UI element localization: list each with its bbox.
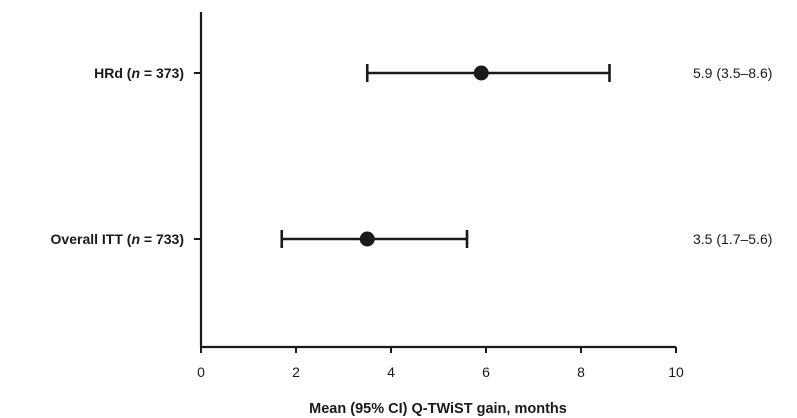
x-tick-label: 2 — [292, 364, 300, 380]
forest-row: HRd (n = 373) 5.9 (3.5–8.6) — [94, 64, 772, 82]
row-label-prefix: Overall ITT ( — [51, 231, 132, 247]
row-label-prefix: HRd ( — [94, 65, 132, 81]
x-tick-label: 4 — [387, 364, 395, 380]
row-label-suffix: = 373) — [140, 65, 184, 81]
x-axis-title: Mean (95% CI) Q-TWiST gain, months — [309, 401, 567, 417]
row-label-n: n — [131, 65, 140, 81]
row-label-n: n — [131, 231, 140, 247]
mean-point — [473, 65, 489, 81]
x-tick-label: 6 — [482, 364, 490, 380]
x-tick-label: 10 — [668, 364, 684, 380]
forest-row: Overall ITT (n = 733) 3.5 (1.7–5.6) — [51, 230, 772, 248]
mean-point — [359, 231, 375, 247]
x-tick-label: 8 — [577, 364, 585, 380]
forest-rows: HRd (n = 373) 5.9 (3.5–8.6)Overall ITT (n… — [51, 64, 772, 248]
row-label: HRd (n = 373) — [94, 65, 184, 81]
x-axis-ticks: 0 2 4 6 8 10 — [197, 347, 684, 380]
row-annotation: 5.9 (3.5–8.6) — [693, 65, 772, 81]
row-label-suffix: = 733) — [140, 231, 184, 247]
row-label: Overall ITT (n = 733) — [51, 231, 184, 247]
x-tick-label: 0 — [197, 364, 205, 380]
row-annotation: 3.5 (1.7–5.6) — [693, 231, 772, 247]
